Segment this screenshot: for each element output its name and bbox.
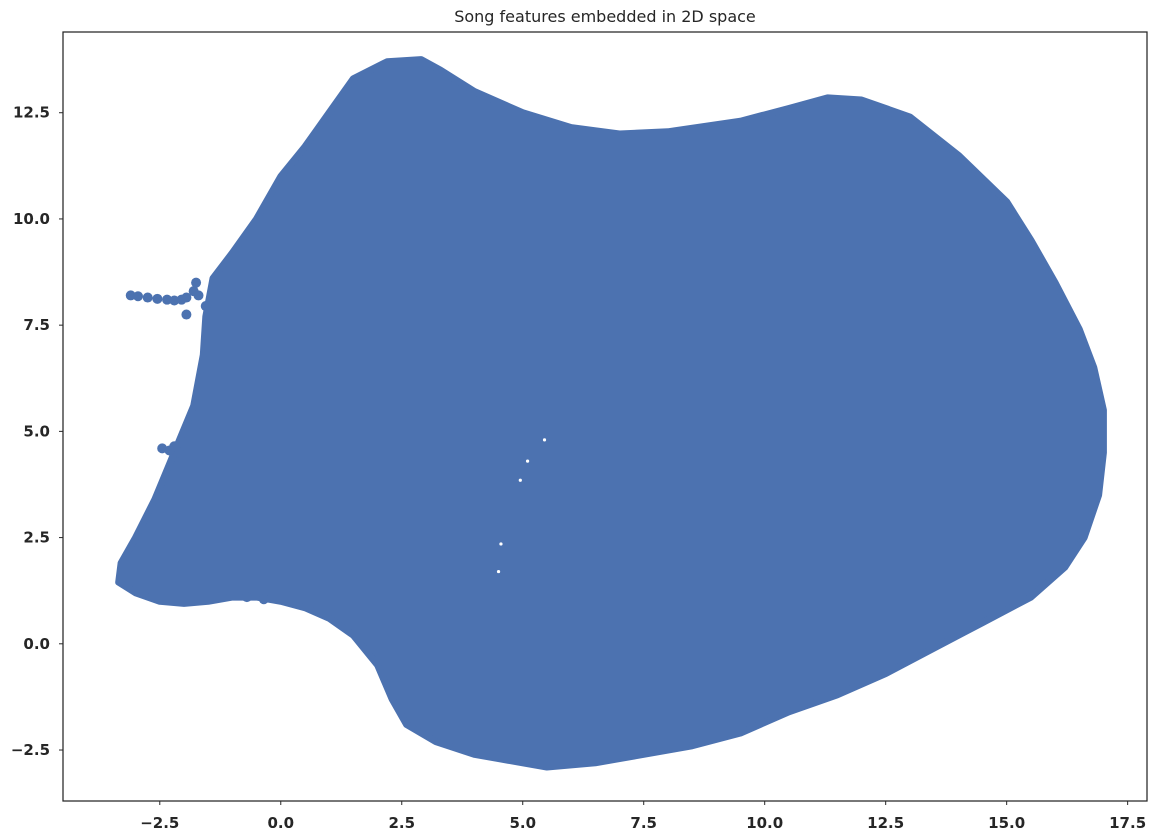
x-tick-label: −2.5	[140, 814, 179, 832]
scatter-point	[191, 277, 202, 288]
scatter-point	[258, 594, 269, 605]
y-tick-label: 7.5	[23, 316, 50, 334]
cloud-gap	[542, 438, 547, 442]
scatter-point	[152, 293, 163, 304]
scatter-point	[169, 295, 180, 306]
scatter-point	[193, 290, 204, 301]
scatter-point	[133, 291, 144, 302]
axes-frame	[62, 31, 1148, 802]
y-tick-label: 2.5	[23, 529, 50, 547]
point-cloud	[115, 56, 1107, 771]
scatter-point	[241, 592, 252, 603]
cloud-gap	[525, 459, 530, 463]
cloud-gap	[518, 478, 522, 482]
y-tick-label: −2.5	[11, 741, 50, 759]
scatter-point	[181, 309, 192, 320]
x-tick-label: 12.5	[867, 814, 904, 832]
x-tick-label: 2.5	[388, 814, 415, 832]
y-tick-label: 10.0	[13, 210, 50, 228]
y-tick-label: 0.0	[23, 635, 50, 653]
y-tick-label: 12.5	[13, 104, 50, 122]
x-tick-label: 7.5	[630, 814, 657, 832]
x-tick-label: 0.0	[267, 814, 294, 832]
scatter-point	[174, 447, 185, 458]
x-tick-label: 15.0	[988, 814, 1025, 832]
chart-title: Song features embedded in 2D space	[454, 7, 756, 26]
scatter-point	[142, 292, 153, 303]
x-axis-ticks: −2.5 0.0 2.5 5.0 7.5 10.0 12.5 15.0 17.5	[140, 801, 1146, 832]
scatter-point	[162, 294, 173, 305]
y-axis-ticks: −2.5 0.0 2.5 5.0 7.5 10.0 12.5	[11, 104, 63, 759]
scatter-point	[181, 292, 192, 303]
x-tick-label: 17.5	[1109, 814, 1146, 832]
scatter-point	[125, 290, 136, 301]
cloud-gap	[496, 569, 501, 574]
x-tick-label: 5.0	[509, 814, 536, 832]
cloud-gap	[499, 542, 503, 546]
y-tick-label: 5.0	[23, 422, 50, 440]
scatter-point	[200, 301, 211, 312]
x-tick-label: 10.0	[746, 814, 783, 832]
plot-area	[115, 56, 1107, 771]
scatter-point	[191, 419, 202, 430]
